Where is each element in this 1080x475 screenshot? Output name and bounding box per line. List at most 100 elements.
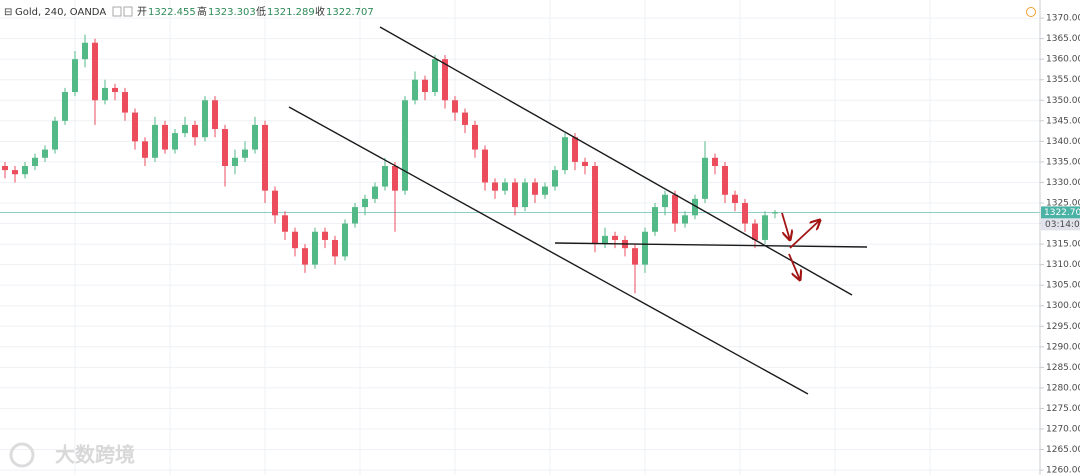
- open-label: 开: [137, 7, 147, 18]
- candle-body: [142, 141, 148, 158]
- candle-body: [32, 157, 38, 167]
- alert-icon[interactable]: [1026, 7, 1036, 17]
- candle-body: [12, 170, 18, 175]
- header: ⊟ Gold, 240, OANDA 开 1322.455 高 1323.303…: [4, 5, 1036, 18]
- candle-body: [212, 100, 218, 130]
- candle-body: [172, 133, 178, 150]
- symbol-title: Gold, 240, OANDA: [15, 7, 106, 18]
- price-axis: 1260.000 1265.000 1270.000 1275.000 1280.000…: [1040, 14, 1080, 475]
- candle-body: [672, 194, 678, 224]
- candle-body: [312, 231, 318, 265]
- candle-body: [262, 124, 268, 191]
- candle-body: [712, 157, 718, 167]
- candle-body: [562, 137, 568, 171]
- upper-channel-line: [379, 26, 853, 296]
- arrows: [781, 212, 820, 280]
- candle-body: [432, 59, 438, 93]
- support-line: [554, 242, 868, 248]
- menu-icon[interactable]: ⊟: [4, 7, 12, 18]
- candle-body: [222, 129, 228, 167]
- candle-body: [732, 194, 738, 203]
- candle-body: [332, 239, 338, 257]
- y-tick-label: 1315.000: [1046, 240, 1080, 250]
- trend-lines: [288, 26, 868, 395]
- candle-body: [472, 124, 478, 150]
- candle-body: [772, 212, 778, 214]
- candle-body: [382, 166, 388, 187]
- candle-body: [202, 100, 208, 138]
- candle-body: [692, 198, 698, 216]
- y-tick-label: 1265.000: [1046, 445, 1080, 455]
- candle-body: [412, 79, 418, 101]
- candle-body: [392, 166, 398, 191]
- candle-body: [42, 149, 48, 158]
- candle-body: [612, 235, 618, 240]
- y-tick-label: 1310.000: [1046, 260, 1080, 270]
- watermark-logo: [9, 442, 35, 468]
- candle-body: [752, 223, 758, 240]
- watermark: 大数跨境: [55, 443, 135, 467]
- candle-body: [482, 149, 488, 183]
- y-tick-label: 1350.000: [1046, 96, 1080, 106]
- y-tick-label: 1280.000: [1046, 383, 1080, 393]
- candle-body: [272, 190, 278, 216]
- toggle[interactable]: [112, 6, 122, 17]
- candle-body: [422, 79, 428, 93]
- candle-body: [492, 182, 498, 191]
- toggle[interactable]: [123, 6, 133, 17]
- candle-body: [642, 231, 648, 265]
- y-tick-label: 1260.000: [1046, 466, 1080, 475]
- candle-body: [652, 207, 658, 232]
- candle-body: [522, 182, 528, 208]
- candle-body: [632, 248, 638, 265]
- arrow: [788, 253, 800, 280]
- vertical-grid: [74, 0, 931, 475]
- candle-body: [722, 166, 728, 195]
- y-tick-label: 1300.000: [1046, 301, 1080, 311]
- candle-body: [22, 166, 28, 175]
- low-label: 低: [256, 5, 266, 18]
- candle-body: [452, 100, 458, 113]
- candle-body: [102, 87, 108, 101]
- candle-body: [682, 215, 688, 224]
- candle-body: [82, 42, 88, 60]
- candle-body: [362, 198, 368, 208]
- high-label: 高: [197, 5, 207, 18]
- candle-body: [742, 202, 748, 224]
- candle-body: [322, 231, 328, 240]
- candle-body: [502, 182, 508, 191]
- candle-body: [442, 59, 448, 101]
- y-tick-label: 1355.000: [1046, 75, 1080, 85]
- candle-body: [162, 124, 168, 150]
- y-tick-label: 1305.000: [1046, 281, 1080, 291]
- candle-body: [342, 223, 348, 257]
- y-tick-label: 1275.000: [1046, 404, 1080, 414]
- candle-body: [302, 248, 308, 265]
- candle-body: [352, 207, 358, 224]
- y-tick-label: 1340.000: [1046, 137, 1080, 147]
- candle-body: [112, 87, 118, 93]
- candle-body: [152, 124, 158, 158]
- candle-body: [462, 112, 468, 125]
- arrow: [789, 220, 820, 249]
- candle-body: [182, 124, 188, 134]
- candle-body: [602, 235, 608, 245]
- candle-body: [72, 59, 78, 93]
- candle-body: [242, 149, 248, 158]
- last-price-label: 1322.707: [1044, 208, 1080, 218]
- candle-body: [662, 194, 668, 208]
- candle-body: [532, 182, 538, 195]
- candle-body: [2, 166, 8, 171]
- y-tick-label: 1325.000: [1046, 198, 1080, 208]
- y-tick-label: 1330.000: [1046, 178, 1080, 188]
- arrow: [781, 212, 790, 240]
- candles: [2, 34, 778, 294]
- close-value: 1322.707: [326, 7, 374, 18]
- candle-body: [292, 231, 298, 249]
- candle-body: [512, 182, 518, 208]
- candle-body: [402, 100, 408, 191]
- candle-body: [762, 215, 768, 240]
- y-tick-label: 1365.000: [1046, 34, 1080, 44]
- y-tick-label: 1335.000: [1046, 157, 1080, 167]
